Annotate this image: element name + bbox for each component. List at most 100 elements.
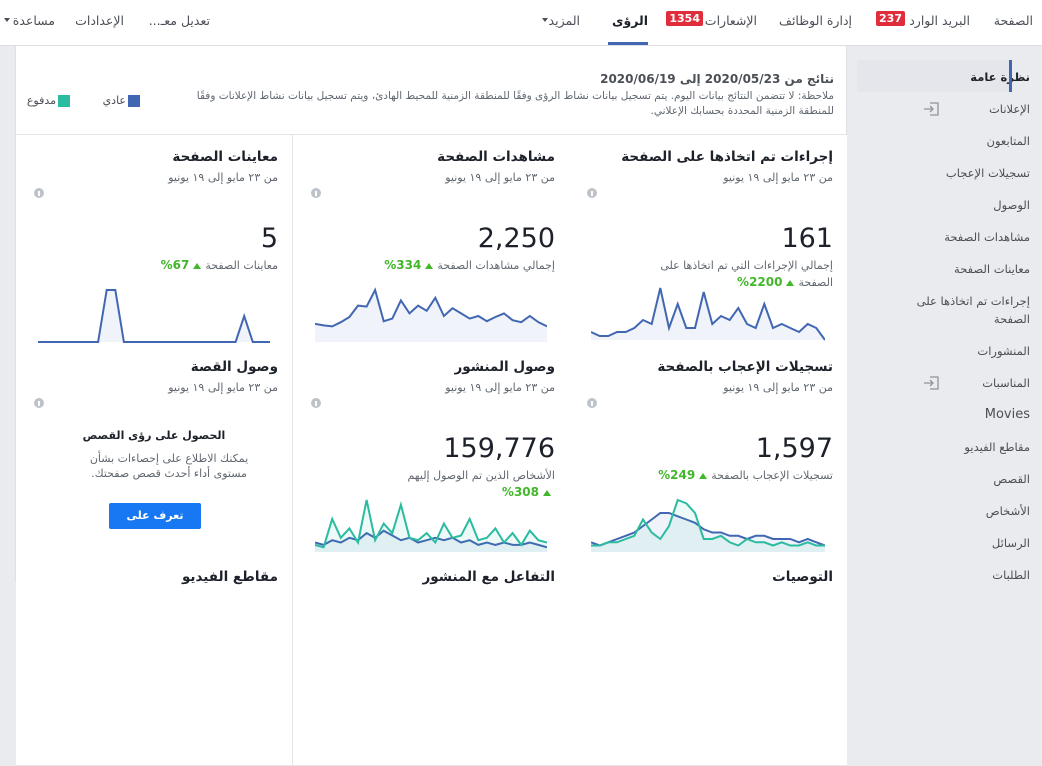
legend-swatch [58, 95, 70, 107]
sidebar-link[interactable]: معاينات الصفحة [954, 262, 1030, 276]
legend-label: مدفوع [26, 94, 56, 107]
sparkline [591, 498, 825, 552]
nav-link[interactable]: الصفحة [993, 13, 1033, 28]
dropdown-caret [4, 18, 10, 22]
sidebar-link[interactable]: الوصول [993, 198, 1030, 212]
card-title: التوصيات [772, 569, 833, 585]
card-period: من ٢٣ مايو إلى ١٩ يونيو [723, 381, 833, 394]
sparkline-area [315, 500, 547, 552]
caption-text: تسجيلات الإعجاب بالصفحة [711, 469, 833, 482]
sidebar-link[interactable]: المناسبات [982, 376, 1030, 390]
sparkline-area [591, 500, 825, 552]
card: تسجيلات الإعجاب بالصفحة من ٢٣ مايو إلى ١٩… [568, 345, 847, 556]
caption-text: الأشخاص الذين تم الوصول إليهم [407, 469, 555, 482]
card: إجراءات تم اتخاذها على الصفحة من ٢٣ مايو … [568, 135, 847, 346]
card-title: وصول القصة [190, 359, 278, 375]
sparkline-line [315, 287, 547, 328]
nav-link[interactable]: الرؤى [612, 13, 648, 28]
card: التوصيات [568, 555, 847, 766]
card-value: 5 [260, 223, 278, 254]
card-value: 159,776 [443, 433, 555, 464]
card: معاينات الصفحة من ٢٣ مايو إلى ١٩ يونيو 5 مع… [16, 135, 292, 346]
info-icon[interactable] [311, 188, 321, 198]
sidebar-link[interactable]: إجراءات تم اتخاذها على الصفحة [916, 294, 1030, 326]
sparkline [38, 289, 270, 343]
change: 67% [161, 258, 206, 272]
sparkline-area [38, 290, 270, 342]
sidebar-link[interactable]: القصص [993, 472, 1030, 486]
nav-tool[interactable]: الإعدادات [75, 13, 124, 28]
sidebar-link[interactable]: مشاهدات الصفحة [944, 230, 1030, 244]
change: 308% [502, 485, 555, 499]
card: وصول المنشور من ٢٣ مايو إلى ١٩ يونيو 159,7… [292, 345, 569, 556]
sidebar-link[interactable]: المنشورات [977, 344, 1030, 358]
sidebar-link[interactable]: نظرة عامة [970, 70, 1030, 84]
info-icon[interactable] [587, 188, 597, 198]
nav-link[interactable]: البريد الوارد [909, 13, 970, 28]
change: 334% [384, 258, 437, 272]
nav-link[interactable]: الإشعارات [704, 13, 757, 28]
card-title: تسجيلات الإعجاب بالصفحة [657, 359, 833, 375]
card-title: مشاهدات الصفحة [437, 149, 555, 165]
card-title: معاينات الصفحة [172, 149, 278, 165]
card-title: وصول المنشور [454, 359, 555, 375]
sidebar-link[interactable]: الأشخاص [985, 504, 1030, 518]
change-value: 249% [658, 468, 696, 482]
card: التفاعل مع المنشور [292, 555, 569, 766]
sparkline-line [591, 287, 825, 341]
info-glyph [591, 191, 593, 196]
card-caption: إجمالي الإجراءات التي تم اتخاذها على الص… [633, 257, 833, 291]
sparkline-line [38, 289, 270, 343]
legend-label: عادي [102, 94, 126, 107]
badge: 1354 [666, 11, 703, 26]
nav-link[interactable]: المزيد [548, 13, 580, 28]
link-icon [924, 376, 939, 390]
sidebar-link[interactable]: الرسائل [991, 536, 1030, 550]
sidebar-link[interactable]: الطلبات [992, 568, 1030, 582]
sidebar: نظرة عامة الإعلانات المتابعون تسجيلات الإعج… [847, 46, 1042, 582]
top-nav: الصفحة البريد الوارد 237 إدارة الوظائف الإشع… [0, 0, 1042, 46]
card-value: 2,250 [477, 223, 555, 254]
icon-path [924, 376, 939, 390]
card-title: مقاطع الفيديو [181, 569, 278, 585]
info-icon[interactable] [34, 188, 44, 198]
card-period: من ٢٣ مايو إلى ١٩ يونيو [445, 381, 555, 394]
dropdown-caret [542, 18, 548, 22]
icon-path [924, 102, 939, 116]
info-icon[interactable] [311, 398, 321, 408]
card-period: من ٢٣ مايو إلى ١٩ يونيو [168, 381, 278, 394]
card: مشاهدات الصفحة من ٢٣ مايو إلى ١٩ يونيو 2,2… [292, 135, 569, 346]
story-box-title: الحصول على رؤى القصص [82, 429, 226, 442]
card-caption: إجمالي مشاهدات الصفحة 334% [355, 257, 555, 274]
nav-tool[interactable]: تعديل معـ... [148, 13, 210, 28]
info-glyph [591, 401, 593, 406]
sidebar-link[interactable]: مقاطع الفيديو [964, 440, 1030, 454]
change-value: 2200% [737, 275, 783, 289]
up-arrow [193, 263, 202, 269]
card-period: من ٢٣ مايو إلى ١٩ يونيو [445, 171, 555, 184]
sidebar-link[interactable]: تسجيلات الإعجاب [945, 166, 1030, 180]
sidebar-link[interactable]: الإعلانات [988, 102, 1030, 116]
nav-link[interactable]: إدارة الوظائف [779, 13, 852, 28]
note: ملاحظة: لا تتضمن النتائج بيانات اليوم. ي… [196, 90, 834, 117]
sparkline [315, 287, 547, 342]
up-arrow [425, 263, 434, 269]
card: وصول القصة من ٢٣ مايو إلى ١٩ يونيو الحصول … [16, 345, 292, 556]
learn-more-button[interactable]: تعرف على المزيد [109, 503, 201, 548]
change-value: 67% [160, 258, 190, 272]
sparkline-area [591, 288, 825, 340]
info-icon[interactable] [587, 398, 597, 408]
sidebar-link[interactable]: Movies [984, 407, 1030, 422]
card-caption: معاينات الصفحة 67% [78, 257, 278, 274]
card-value: 161 [781, 223, 833, 254]
nav-tool[interactable]: مساعدة [12, 13, 55, 28]
sidebar-link[interactable]: المتابعون [986, 134, 1030, 148]
change-value: 334% [384, 258, 422, 272]
card: مقاطع الفيديو [16, 555, 292, 766]
up-arrow [543, 490, 551, 496]
info-glyph [315, 191, 317, 196]
caption-text: إجمالي مشاهدات الصفحة [437, 259, 555, 272]
sparkline [591, 287, 825, 341]
info-icon[interactable] [34, 398, 44, 408]
